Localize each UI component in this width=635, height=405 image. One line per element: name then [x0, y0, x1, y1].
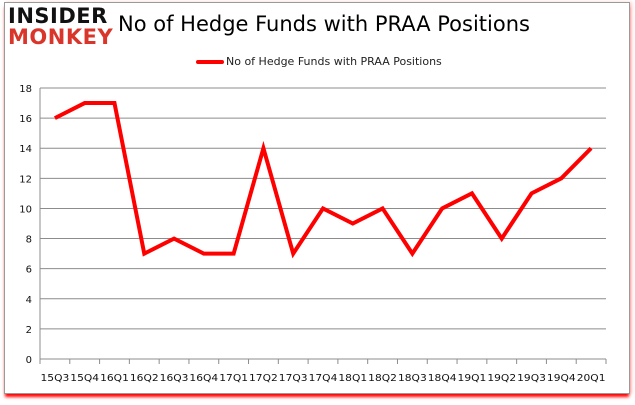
- logo-line1: INSIDER: [8, 4, 108, 28]
- x-tick-label: 16Q1: [100, 373, 129, 384]
- y-tick-label: 14: [19, 144, 32, 155]
- x-tick-label: 17Q2: [249, 373, 278, 384]
- x-tick-label: 19Q4: [547, 373, 576, 384]
- y-tick-label: 6: [26, 265, 32, 276]
- legend-swatch: [196, 59, 224, 64]
- y-tick-label: 16: [19, 114, 32, 125]
- x-tick-label: 16Q4: [189, 373, 218, 384]
- legend: No of Hedge Funds with PRAA Positions: [196, 55, 442, 68]
- x-tick-label: 19Q1: [458, 373, 487, 384]
- y-tick-label: 4: [26, 295, 32, 306]
- y-tick-label: 18: [19, 84, 32, 95]
- x-tick-label: 19Q2: [487, 373, 516, 384]
- x-tick-label: 18Q3: [398, 373, 427, 384]
- x-tick-label: 17Q3: [279, 373, 308, 384]
- legend-label: No of Hedge Funds with PRAA Positions: [226, 55, 442, 68]
- x-tick-label: 16Q3: [160, 373, 189, 384]
- y-tick-label: 2: [26, 325, 32, 336]
- y-tick-label: 8: [26, 235, 32, 246]
- insider-monkey-logo: INSIDER MONKEY: [8, 6, 113, 48]
- logo-line2: MONKEY: [8, 25, 114, 49]
- chart-title: No of Hedge Funds with PRAA Positions: [118, 12, 530, 36]
- x-tick-label: 18Q1: [338, 373, 367, 384]
- x-tick-label: 15Q3: [41, 373, 70, 384]
- x-tick-label: 18Q4: [428, 373, 457, 384]
- x-tick-label: 18Q2: [368, 373, 397, 384]
- x-tick-label: 16Q2: [130, 373, 159, 384]
- y-tick-label: 12: [19, 174, 32, 185]
- y-tick-label: 10: [19, 204, 32, 215]
- x-tick-label: 17Q4: [309, 373, 338, 384]
- x-tick-label: 19Q3: [517, 373, 546, 384]
- x-tick-label: 15Q4: [70, 373, 99, 384]
- x-tick-label: 20Q1: [577, 373, 606, 384]
- x-tick-label: 17Q1: [219, 373, 248, 384]
- y-tick-label: 0: [26, 355, 32, 366]
